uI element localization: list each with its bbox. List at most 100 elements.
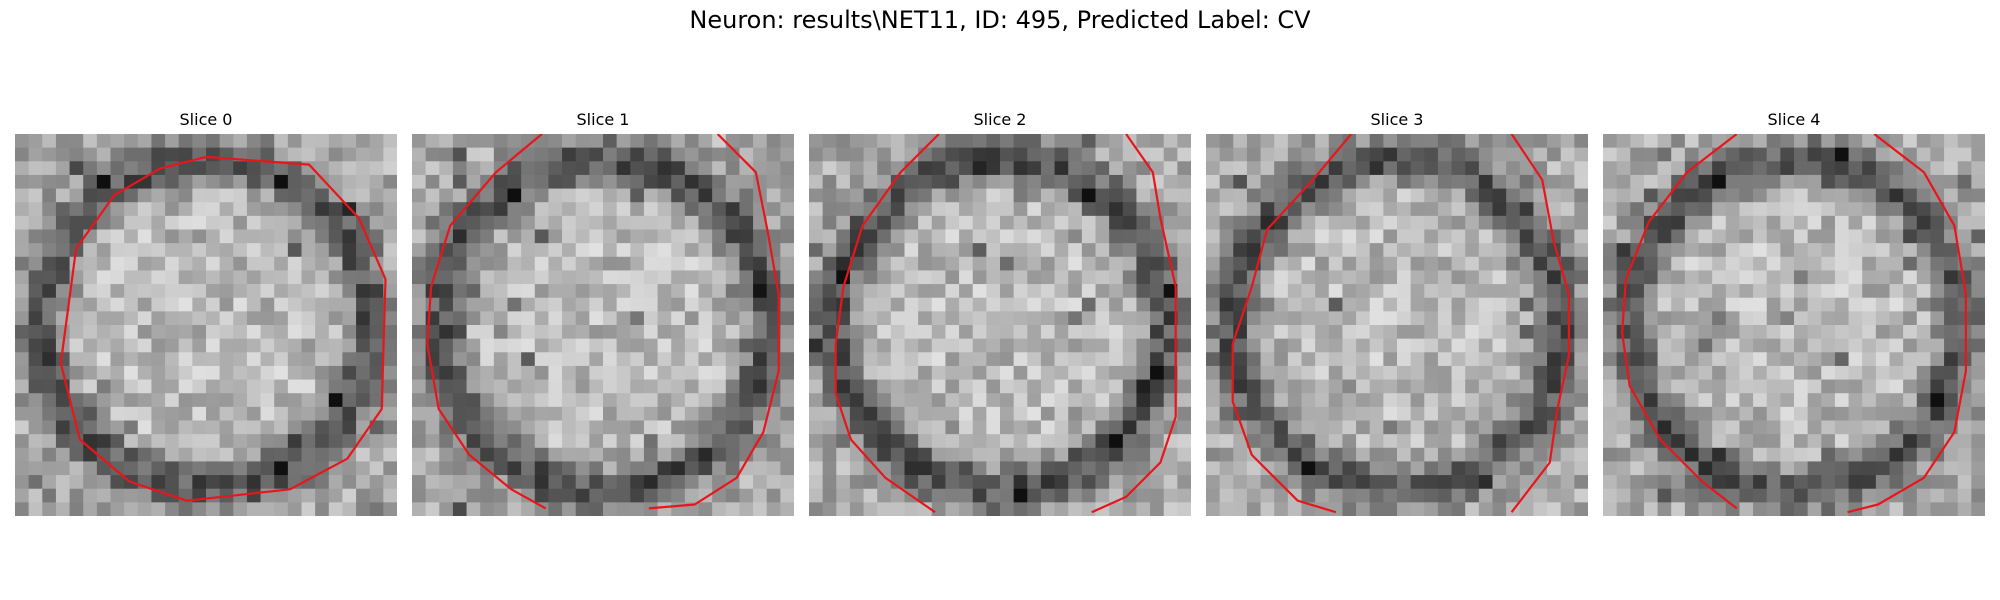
image-pixel [521, 488, 536, 503]
image-pixel [1916, 256, 1931, 271]
image-pixel [1875, 502, 1890, 516]
image-pixel [725, 365, 740, 380]
image-pixel [69, 311, 84, 326]
image-pixel [1451, 174, 1466, 189]
image-pixel [1957, 270, 1972, 285]
image-pixel [972, 284, 987, 299]
image-pixel [452, 243, 467, 258]
image-pixel [466, 434, 481, 449]
image-pixel [643, 447, 658, 462]
image-pixel [1328, 475, 1343, 490]
image-pixel [1054, 243, 1069, 258]
image-pixel [1725, 338, 1740, 353]
image-pixel [1356, 134, 1371, 149]
image-pixel [507, 406, 522, 421]
image-pixel [1397, 502, 1412, 516]
image-pixel [1424, 134, 1439, 149]
image-pixel [1834, 311, 1849, 326]
image-pixel [1301, 134, 1316, 149]
image-pixel [1712, 229, 1727, 244]
image-pixel [1150, 134, 1165, 149]
slice-image [1603, 134, 1985, 516]
image-pixel [1780, 393, 1795, 408]
image-pixel [1834, 393, 1849, 408]
image-pixel [165, 215, 180, 230]
image-pixel [369, 229, 384, 244]
image-pixel [603, 311, 618, 326]
image-pixel [918, 174, 933, 189]
image-pixel [1397, 379, 1412, 394]
image-pixel [178, 161, 193, 176]
image-pixel [1397, 488, 1412, 503]
image-pixel [1068, 325, 1083, 340]
image-pixel [1095, 406, 1110, 421]
image-pixel [1739, 147, 1754, 162]
image-pixel [1410, 297, 1425, 312]
image-pixel [849, 338, 864, 353]
image-pixel [233, 243, 248, 258]
image-pixel [1574, 352, 1588, 367]
image-pixel [1177, 475, 1191, 490]
image-pixel [1821, 243, 1836, 258]
image-pixel [849, 475, 864, 490]
image-pixel [493, 447, 508, 462]
image-pixel [412, 406, 427, 421]
image-pixel [1410, 229, 1425, 244]
image-pixel [1410, 311, 1425, 326]
image-pixel [1916, 352, 1931, 367]
slice-title: Slice 4 [1767, 110, 1821, 129]
image-pixel [1301, 215, 1316, 230]
image-pixel [1369, 215, 1384, 230]
image-pixel [1753, 393, 1768, 408]
image-pixel [986, 447, 1001, 462]
image-pixel [643, 134, 658, 149]
image-pixel [1177, 229, 1191, 244]
image-pixel [452, 229, 467, 244]
image-pixel [315, 325, 330, 340]
image-pixel [698, 461, 713, 476]
image-pixel [1794, 379, 1809, 394]
image-pixel [1807, 188, 1822, 203]
image-pixel [918, 202, 933, 217]
image-pixel [534, 256, 549, 271]
image-pixel [1862, 434, 1877, 449]
image-pixel [137, 488, 152, 503]
image-pixel [412, 447, 427, 462]
image-pixel [1136, 393, 1151, 408]
image-pixel [1163, 134, 1178, 149]
image-pixel [110, 365, 125, 380]
image-pixel [452, 215, 467, 230]
image-pixel [1383, 502, 1398, 516]
image-pixel [246, 461, 261, 476]
image-pixel [725, 202, 740, 217]
image-pixel [466, 229, 481, 244]
image-pixel [1603, 434, 1618, 449]
image-pixel [1739, 202, 1754, 217]
image-pixel [219, 393, 234, 408]
image-pixel [753, 393, 768, 408]
image-pixel [1274, 365, 1289, 380]
image-pixel [1944, 134, 1959, 149]
image-pixel [412, 379, 427, 394]
image-pixel [1397, 325, 1412, 340]
image-pixel [1547, 229, 1562, 244]
image-pixel [931, 379, 946, 394]
image-pixel [712, 393, 727, 408]
image-pixel [383, 406, 397, 421]
image-pixel [1013, 297, 1028, 312]
image-pixel [712, 243, 727, 258]
image-pixel [1397, 393, 1412, 408]
image-pixel [836, 352, 851, 367]
image-pixel [1013, 229, 1028, 244]
image-pixel [1177, 447, 1191, 462]
image-pixel [315, 352, 330, 367]
image-pixel [1369, 161, 1384, 176]
image-pixel [1206, 365, 1221, 380]
image-pixel [1150, 174, 1165, 189]
image-pixel [1889, 406, 1904, 421]
image-pixel [83, 338, 98, 353]
image-pixel [1547, 352, 1562, 367]
image-pixel [1260, 488, 1275, 503]
image-pixel [1233, 379, 1248, 394]
image-pixel [1848, 393, 1863, 408]
